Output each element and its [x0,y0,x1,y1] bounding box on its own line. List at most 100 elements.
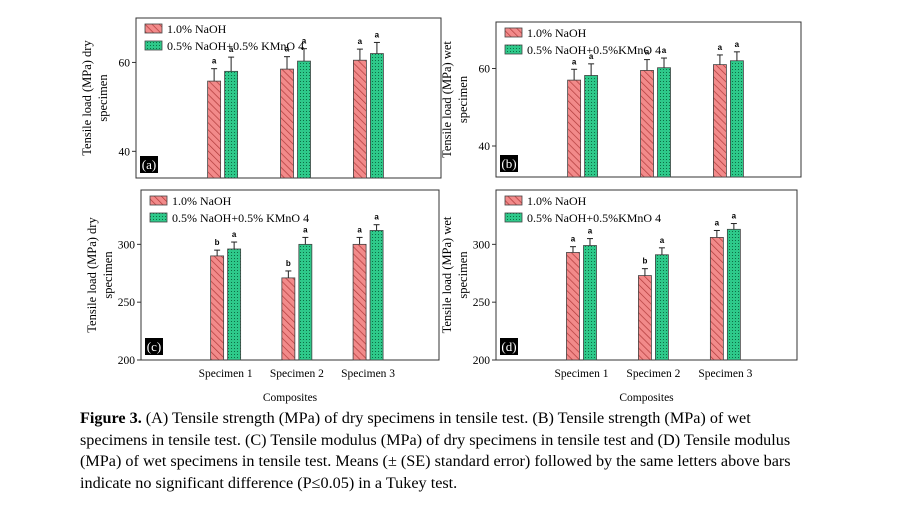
bar-series0-cat1 [281,277,296,361]
panel-label: (a) [142,157,156,172]
bar-series1-cat0 [227,248,242,361]
panel-label-bg [145,338,163,355]
significance-letter: a [285,45,290,54]
y-axis-title-line: specimen [96,74,110,122]
significance-letter: a [302,37,307,46]
significance-letter: a [357,225,362,234]
bar-series1-cat0 [583,245,597,361]
y-tick-label: 40 [479,141,491,153]
bar-series1-cat1 [297,60,311,179]
bar-series0-cat1 [638,275,652,361]
bar-series0-cat2 [352,243,367,361]
chart-panel-1: 40 60 Tensile load (MPa) wet specimen a a a a a a… [440,21,802,178]
bar-series0-cat1 [640,70,654,178]
legend-swatch-1 [144,40,163,51]
caption-text: (A) Tensile strength (MPa) of dry specim… [80,409,791,492]
significance-letter: a [588,227,593,236]
legend-label-1: 0.5% NaOH+0.5%KMnO 4 [527,211,661,225]
panel-label-bg [500,155,518,172]
legend-swatch-1 [504,44,523,55]
significance-letter: a [660,236,665,245]
significance-letter: a [212,57,217,66]
chart-panel-3: 200 250 300 Tensile load (MPa) wet specimen a… [440,189,798,404]
panel-label-bg [500,338,518,355]
y-axis-title-line: specimen [456,75,470,123]
legend-label-1: 0.5% NaOH+0.5% KMnO 4 [172,211,309,225]
bar-series1-cat2 [369,230,384,361]
bar-series0-cat0 [207,80,222,179]
y-axis-title-line: Tensile load (MPa) wet [440,41,454,158]
significance-letter: a [589,52,594,61]
bar-series1-cat2 [726,228,741,361]
bar-series0-cat2 [709,237,724,361]
legend-swatch-1 [504,212,523,223]
legend-swatch-0 [504,195,523,206]
x-category-label: Specimen 3 [698,368,752,380]
significance-letter: a [229,45,234,54]
y-tick-label: 60 [479,64,491,76]
legend-label-0: 1.0% NaOH [527,194,587,208]
bar-series1-cat1 [655,254,669,361]
significance-letter: a [571,235,576,244]
bar-series1-cat0 [584,75,599,178]
y-axis-title-line: specimen [456,251,470,299]
significance-letter: a [232,230,237,239]
figure-caption: Figure 3. (A) Tensile strength (MPa) of … [80,408,820,494]
x-category-label: Specimen 2 [626,368,680,380]
y-tick-label: 250 [473,297,491,309]
legend-label-0: 1.0% NaOH [172,194,232,208]
bar-series1-cat1 [657,67,671,178]
significance-letter: a [662,46,667,55]
caption-label: Figure 3. [80,409,142,427]
significance-letter: a [358,37,363,46]
significance-letter: a [572,57,577,66]
x-category-label: Specimen 3 [341,368,395,380]
legend-swatch-0 [144,23,163,34]
bar-series0-cat0 [566,252,580,361]
legend-label-0: 1.0% NaOH [527,26,587,40]
x-axis-title: Composites [619,392,674,404]
figure-panels: 40 60 Tensile load (MPa) dry specimen a a a a a a… [80,17,802,404]
y-axis-title-line: specimen [101,251,115,299]
y-tick-label: 250 [118,297,136,309]
legend-label-1: 0.5% NaOH+0.5% KMnO 4 [167,39,304,53]
y-axis-title-line: Tensile load (MPa) dry [85,217,99,333]
bar-series0-cat0 [567,79,582,178]
y-tick-label: 40 [119,146,131,158]
panel-label: (d) [501,339,516,354]
bar-series0-cat0 [210,255,225,361]
legend-swatch-1 [149,212,168,223]
significance-letter: a [715,218,720,227]
bar-series0-cat1 [280,68,294,179]
chart-panel-0: 40 60 Tensile load (MPa) dry specimen a a a a a a… [80,17,442,179]
significance-letter: a [735,40,740,49]
x-category-label: Specimen 2 [270,368,324,380]
significance-letter: a [718,43,723,52]
panel-label-bg [140,156,158,173]
legend-swatch-0 [149,195,168,206]
y-tick-label: 300 [473,239,491,251]
y-tick-label: 300 [118,239,136,251]
significance-letter: a [732,212,737,221]
bar-series1-cat1 [298,243,313,361]
y-tick-label: 200 [118,355,136,367]
significance-letter: a [375,30,380,39]
panel-label: (b) [501,156,516,171]
bar-series1-cat0 [224,70,239,179]
legend-label-1: 0.5% NaOH+0.5%KMnO 4 [527,43,661,57]
significance-letter: b [286,259,291,268]
bar-series0-cat2 [353,59,367,179]
x-axis-title: Composites [263,392,318,404]
chart-panel-2: 200 250 300 Tensile load (MPa) dry specimen b… [85,189,440,404]
legend-label-0: 1.0% NaOH [167,22,227,36]
legend-swatch-0 [504,27,523,38]
bar-series0-cat2 [713,64,727,178]
x-category-label: Specimen 1 [554,368,608,380]
x-category-label: Specimen 1 [199,368,253,380]
bar-series1-cat2 [730,60,744,178]
y-tick-label: 60 [119,57,131,69]
panel-label: (c) [147,339,161,354]
y-axis-title-line: Tensile load (MPa) dry [80,40,94,156]
significance-letter: a [645,48,650,57]
